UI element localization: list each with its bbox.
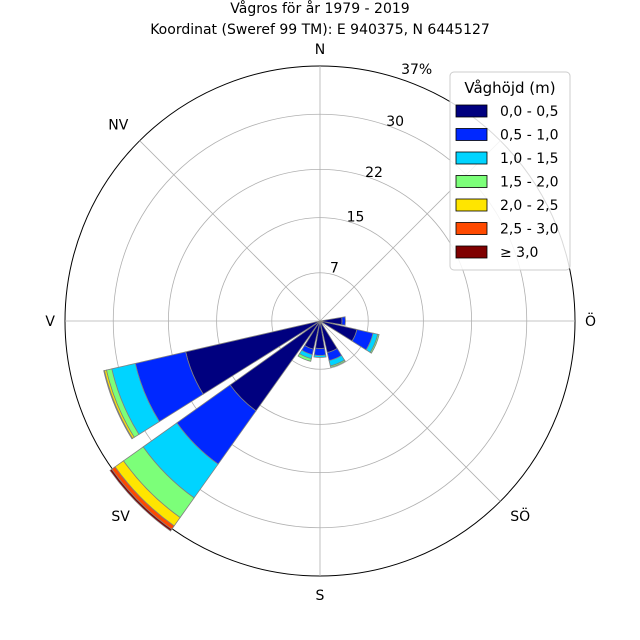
bar-ssw-bin-3 [297,353,312,362]
compass-labels: N NV V SV S SÖ Ö [45,42,596,604]
legend-swatch [455,198,488,212]
bar-ö-bin-1 [341,316,346,326]
legend-swatch [455,151,488,165]
bar-group [103,316,380,532]
bar-sv-bin-6 [109,468,173,532]
radial-tick-label: 22 [365,165,383,181]
legend-label: 2,5 - 3,0 [500,222,558,238]
compass-label: N [315,42,325,58]
legend-swatch [455,128,488,141]
radial-tick-label: 15 [347,209,365,225]
compass-label: S [316,588,325,604]
compass-label: NV [108,117,128,133]
grid-spoke [319,320,501,502]
compass-label: V [45,314,55,330]
chart-title: Vågros för år 1979 - 2019 [230,0,409,17]
bar-ese-bin-3 [369,333,380,354]
legend-swatch [455,245,488,259]
bar-wsw-bin-5 [103,370,134,440]
legend: Våghöjd (m) 0,0 - 0,5 0,5 - 1,0 1,0 - 1,5 1,… [449,71,571,271]
legend-label: 2,0 - 2,5 [500,198,558,214]
chart-title-group: Vågros för år 1979 - 2019 Koordinat (Swe… [150,0,490,38]
compass-label: SV [111,509,130,525]
radial-tick-label: 7 [330,260,339,276]
compass-label: Ö [585,312,596,330]
compass-label: SÖ [510,507,530,525]
radial-tick-labels: 7 15 22 30 37% [330,62,432,276]
bar-s-bin-2 [313,354,327,358]
legend-swatch [455,222,488,235]
legend-box [449,71,571,271]
legend-label: 1,5 - 2,0 [500,175,558,191]
legend-label: 0,5 - 1,0 [500,128,558,144]
legend-label: ≥ 3,0 [500,245,538,261]
legend-swatch [455,104,488,118]
radial-tick-label: 30 [386,114,404,130]
legend-swatch [455,175,488,188]
legend-label: 0,0 - 0,5 [500,104,558,120]
bar-sse-bin-3 [329,359,346,368]
legend-title: Våghöjd (m) [464,79,555,97]
grid-spoke [139,140,321,322]
bar-s-bin-1 [313,347,327,356]
legend-label: 1,0 - 1,5 [500,151,558,167]
radial-tick-label: 37% [401,62,432,78]
chart-subtitle: Koordinat (Sweref 99 TM): E 940375, N 64… [150,22,490,38]
